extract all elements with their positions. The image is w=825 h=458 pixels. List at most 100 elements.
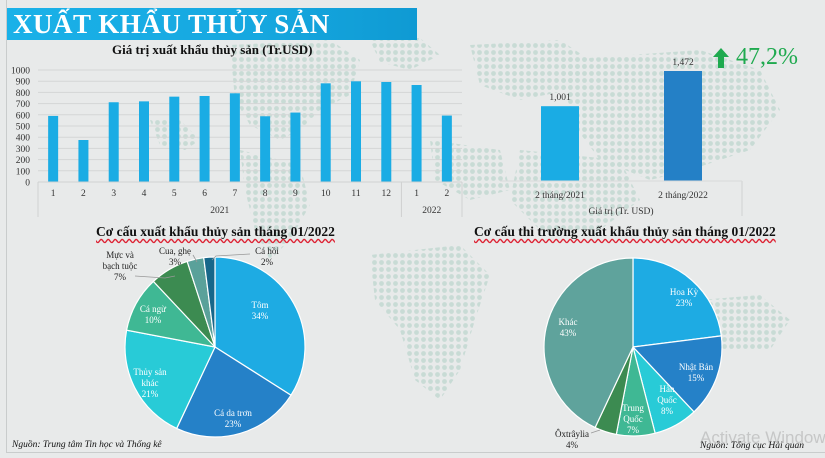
pie-slice (632, 257, 722, 348)
svg-text:Trung: Trung (622, 403, 644, 413)
arrow-up-icon (713, 47, 729, 68)
slide-frame (6, 0, 825, 453)
year-group-label: 2022 (422, 206, 441, 216)
x-axis-title: Giá trị (Tr. USD) (588, 206, 653, 217)
svg-text:7%: 7% (114, 272, 127, 282)
y-tick-label: 200 (16, 156, 31, 166)
source-right: Nguồn: Tổng cục Hải quan (700, 441, 804, 451)
year-group-label: 2021 (210, 206, 229, 216)
svg-text:Tôm: Tôm (252, 300, 269, 310)
growth-indicator: 47,2% (712, 44, 798, 71)
x-tick-label: 7 (232, 189, 237, 199)
export-structure-pie-title: Cơ cấu xuất khẩu thủy sản tháng 01/2022 (96, 224, 335, 240)
export-structure-pie-title-text: Cơ cấu xuất khẩu thủy sản tháng 01/2022 (96, 224, 335, 239)
market-structure-pie-title-text: Cơ cấu thi trường xuất khẩu thủy sản thá… (474, 224, 776, 239)
bar (260, 116, 271, 182)
y-tick-label: 800 (16, 89, 31, 99)
value-label: 1,001 (549, 93, 571, 103)
svg-text:23%: 23% (225, 419, 242, 429)
svg-text:khác: khác (142, 378, 159, 388)
bar (381, 81, 392, 182)
bar (411, 85, 422, 182)
svg-text:Cá hồi: Cá hồi (255, 246, 279, 256)
x-tick-label: 2 tháng/2021 (535, 191, 585, 201)
bar (78, 140, 89, 182)
growth-value: 47,2% (736, 44, 798, 70)
svg-text:43%: 43% (560, 328, 577, 338)
x-tick-label: 12 (382, 189, 392, 199)
svg-text:Khác: Khác (559, 317, 578, 327)
y-tick-label: 500 (16, 123, 31, 133)
bar (48, 115, 59, 182)
x-tick-label: 9 (293, 189, 298, 199)
x-tick-label: 11 (351, 189, 360, 199)
x-tick-label: 4 (142, 189, 147, 199)
svg-text:Quốc: Quốc (657, 395, 677, 405)
svg-text:Nhật Bản: Nhật Bản (679, 362, 714, 372)
bar (139, 101, 149, 182)
market-structure-pie-title: Cơ cấu thi trường xuất khẩu thủy sản thá… (474, 224, 776, 240)
svg-text:Cá da trơn: Cá da trơn (214, 408, 252, 418)
y-tick-label: 400 (16, 134, 31, 144)
svg-text:Quốc: Quốc (623, 414, 643, 424)
bar (169, 96, 180, 182)
x-tick-label: 2 (444, 189, 449, 199)
x-tick-label: 5 (172, 189, 177, 199)
y-tick-label: 0 (25, 179, 30, 189)
svg-text:Cua, ghẹ: Cua, ghẹ (159, 246, 191, 256)
x-tick-label: 10 (321, 189, 331, 199)
page-title: XUẤT KHẨU THỦY SẢN (7, 8, 417, 40)
svg-text:Cá ngừ: Cá ngừ (140, 304, 167, 314)
svg-text:10%: 10% (145, 315, 162, 325)
bar (199, 95, 210, 182)
x-tick-label: 1 (51, 189, 56, 199)
y-tick-label: 300 (16, 145, 31, 155)
svg-text:23%: 23% (676, 298, 693, 308)
svg-text:34%: 34% (252, 311, 269, 321)
x-tick-label: 1 (414, 189, 419, 199)
y-tick-label: 600 (16, 111, 31, 121)
bar (229, 93, 240, 182)
y-tick-label: 900 (16, 78, 31, 88)
bar (290, 112, 301, 182)
y-tick-label: 100 (16, 167, 31, 177)
comparison-bar (541, 106, 579, 181)
svg-text:Mực và: Mực và (106, 250, 134, 260)
svg-text:3%: 3% (169, 257, 182, 267)
x-tick-label: 2 (81, 189, 86, 199)
pie-slice (175, 346, 292, 438)
x-tick-label: 8 (263, 189, 268, 199)
svg-text:2%: 2% (261, 257, 274, 267)
pie-slice (631, 335, 723, 413)
activate-windows-watermark: Activate Windows (700, 428, 825, 447)
source-left: Nguồn: Trung tâm Tin học và Thống kê (12, 440, 162, 450)
x-tick-label: 2 tháng/2022 (658, 191, 708, 201)
svg-text:Ôxtrâylia: Ôxtrâylia (555, 429, 589, 439)
x-tick-label: 6 (202, 189, 207, 199)
comparison-bar (664, 71, 702, 181)
bar (351, 81, 361, 182)
svg-text:7%: 7% (627, 425, 640, 435)
svg-text:Thủy sản: Thủy sản (133, 367, 167, 377)
bar (320, 83, 331, 182)
svg-text:8%: 8% (661, 406, 674, 416)
monthly-chart-title: Giá trị xuất khẩu thủy sản (Tr.USD) (112, 42, 313, 57)
y-tick-label: 700 (16, 100, 31, 110)
two-month-comparison-chart: 1,001 2 tháng/2021 1,472 2 tháng/2022 Giá tr… (500, 58, 743, 217)
svg-text:15%: 15% (688, 373, 705, 383)
svg-text:Hàn: Hàn (660, 384, 675, 394)
